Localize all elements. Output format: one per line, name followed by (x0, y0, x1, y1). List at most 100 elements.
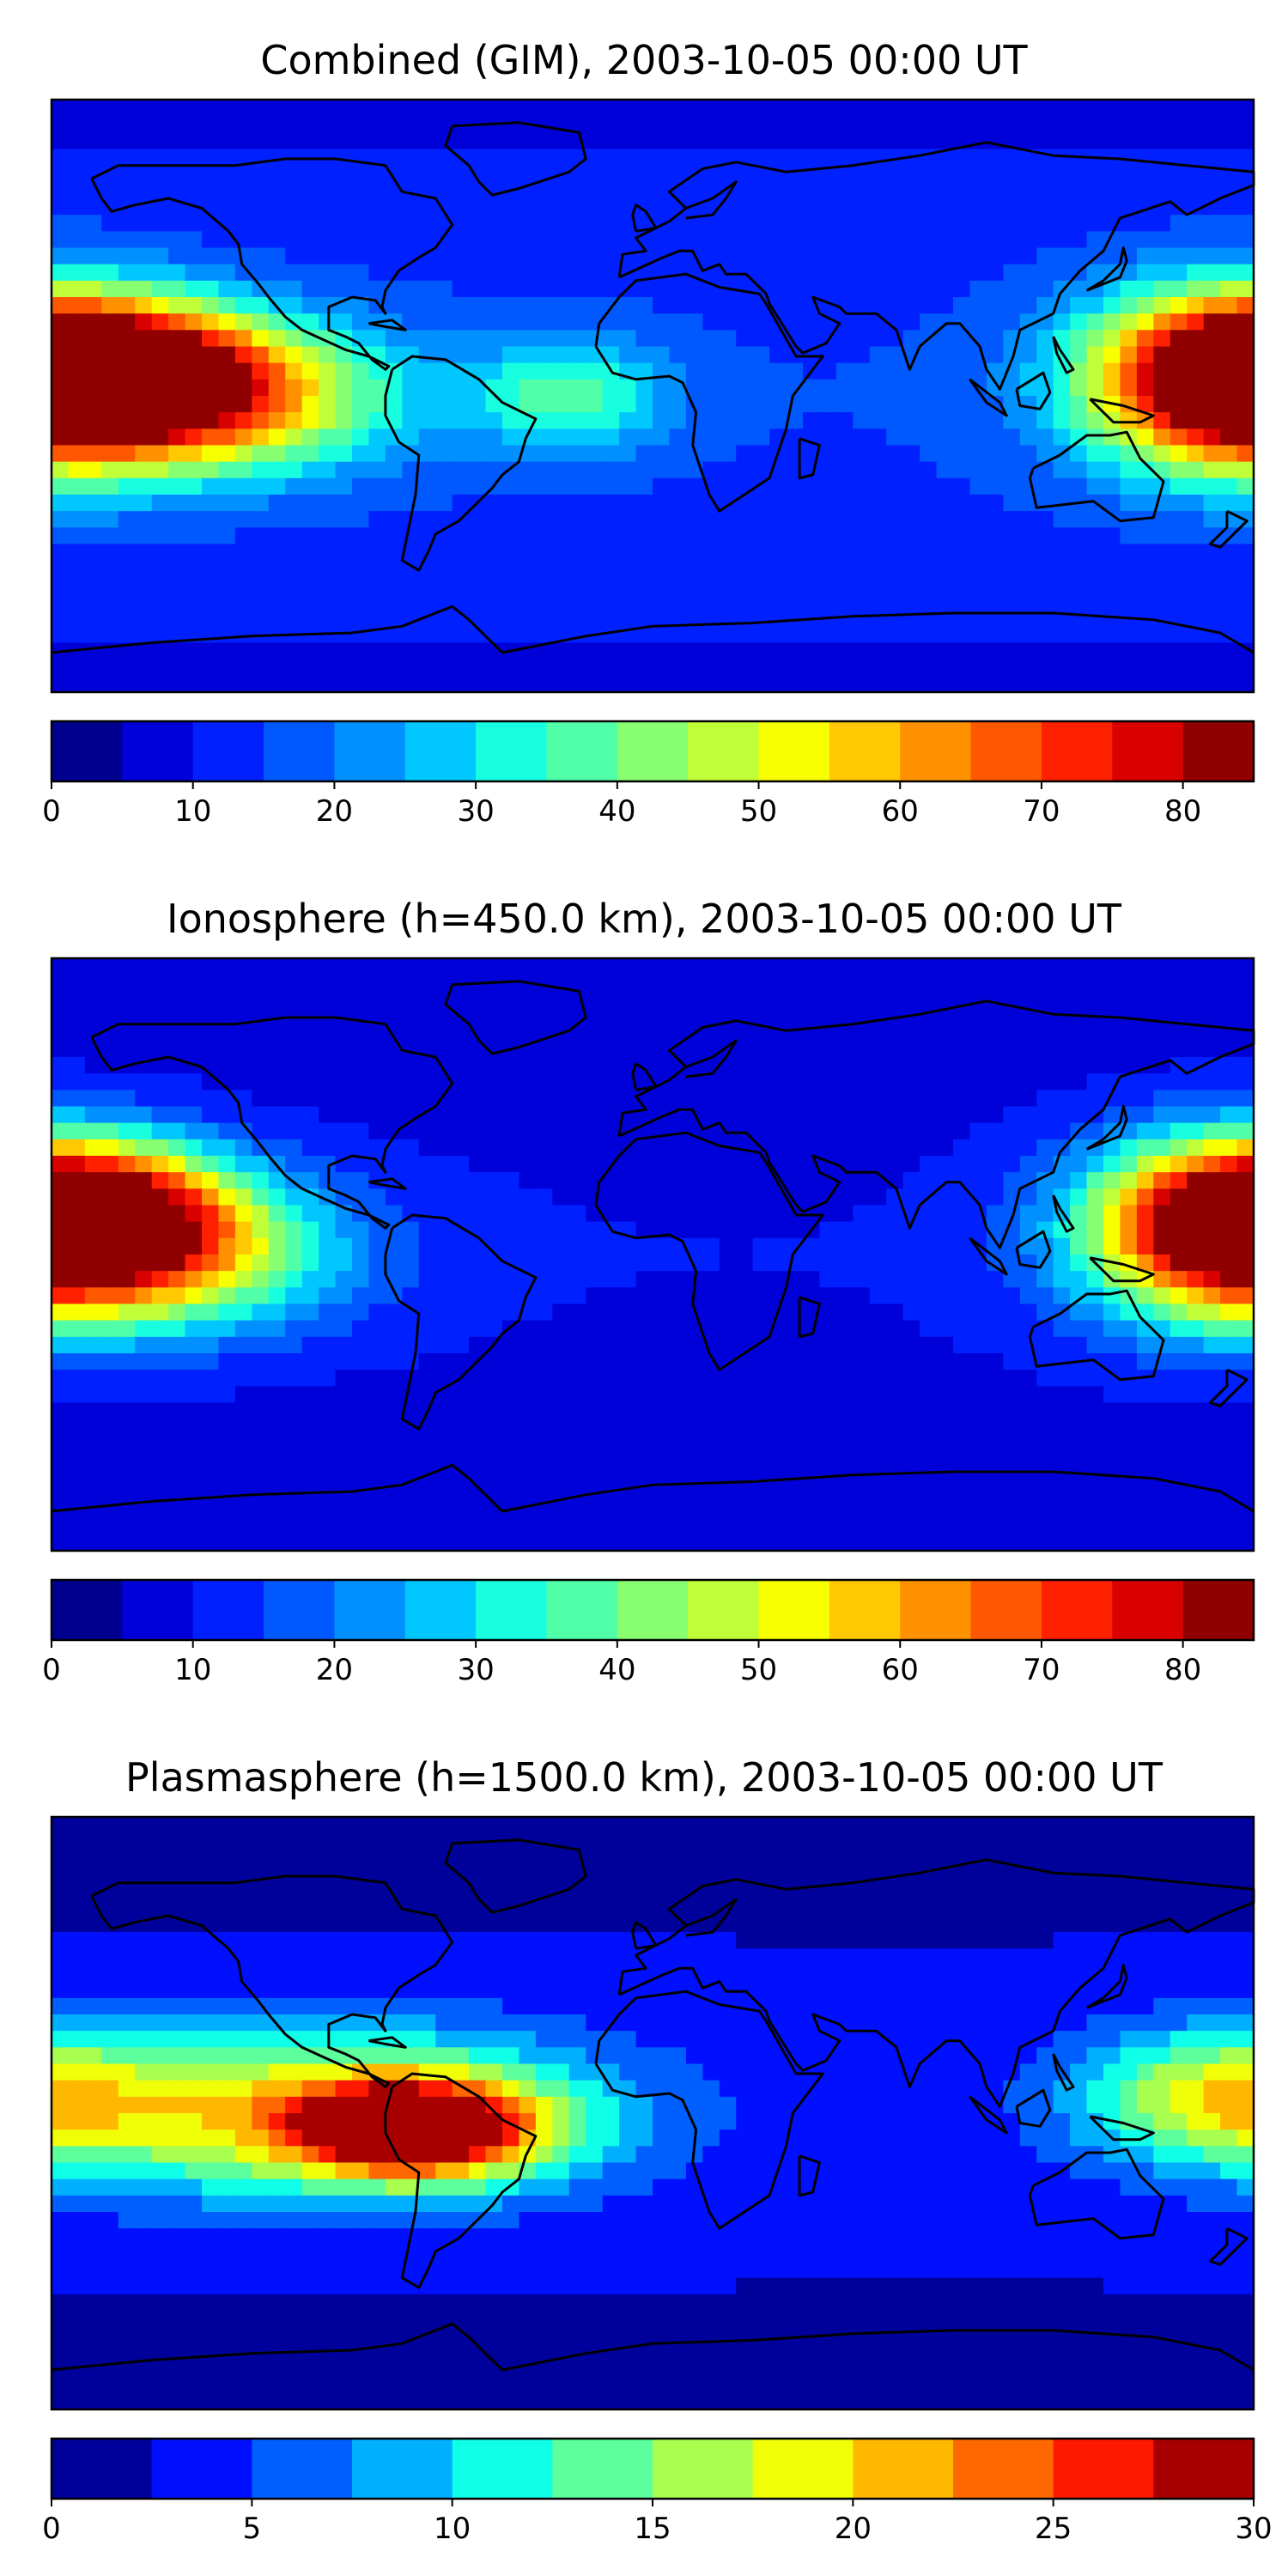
field-cell (68, 1106, 86, 1124)
field-cell (485, 626, 503, 644)
field-cell (1019, 626, 1037, 644)
field-cell (619, 1320, 637, 1338)
field-cell (669, 362, 687, 380)
field-cell (1003, 1090, 1021, 1108)
field-cell (1153, 1024, 1171, 1042)
field-cell (953, 659, 971, 677)
field-cell (368, 362, 386, 380)
field-cell (1136, 445, 1154, 463)
field-cell (502, 1370, 520, 1387)
field-cell (469, 1040, 487, 1058)
field-cell (202, 396, 220, 413)
field-cell (752, 1402, 770, 1420)
field-cell (552, 412, 570, 429)
field-cell (1086, 461, 1104, 479)
field-cell (819, 1271, 837, 1288)
field-cell (552, 1271, 570, 1288)
field-cell (151, 1353, 169, 1370)
field-cell (936, 1221, 954, 1239)
field-cell (1053, 527, 1071, 545)
field-cell (1120, 1353, 1138, 1370)
field-cell (84, 975, 102, 992)
field-cell (418, 991, 436, 1009)
field-cell (218, 1040, 236, 1058)
field-cell (986, 247, 1004, 265)
field-cell (819, 1452, 837, 1469)
field-cell (1236, 247, 1255, 265)
field-cell (68, 975, 86, 992)
field-cell (68, 100, 86, 117)
field-cell (853, 1156, 871, 1173)
field-cell (653, 642, 671, 660)
field-cell (485, 149, 503, 167)
field-cell (1086, 511, 1104, 528)
field-cell (719, 477, 737, 495)
field-cell (519, 1139, 537, 1157)
field-cell (101, 1402, 119, 1420)
field-cell (803, 1172, 821, 1189)
field-cell (669, 461, 687, 479)
field-cell (319, 231, 337, 249)
field-cell (202, 991, 220, 1009)
field-cell (1036, 1106, 1054, 1124)
field-cell (535, 1040, 553, 1058)
field-cell (586, 132, 604, 150)
field-cell (268, 100, 286, 117)
field-cell (752, 428, 770, 447)
field-cell (619, 527, 637, 545)
field-cell (653, 1255, 671, 1272)
field-cell (352, 495, 370, 512)
field-cell (402, 593, 420, 611)
field-cell (986, 626, 1004, 644)
field-cell (1103, 1402, 1121, 1420)
colorbar-swatch (122, 721, 194, 781)
field-cell (1003, 396, 1021, 413)
field-cell (202, 659, 220, 677)
field-cell (1187, 1320, 1205, 1338)
field-cell (402, 362, 420, 380)
field-cell (1220, 313, 1238, 331)
field-cell (986, 1336, 1004, 1354)
field-cell (52, 659, 70, 677)
field-cell (1187, 1452, 1205, 1469)
field-cell (902, 445, 920, 463)
field-cell (986, 396, 1004, 413)
field-cell (168, 1386, 186, 1404)
field-cell (719, 1221, 737, 1239)
field-cell (519, 379, 537, 397)
field-cell (1236, 1122, 1255, 1140)
field-cell (1120, 1139, 1138, 1157)
field-cell (151, 330, 169, 348)
field-cell (1220, 445, 1238, 463)
field-cell (719, 1452, 737, 1469)
field-cell (853, 1435, 871, 1453)
field-cell (1070, 1386, 1088, 1404)
field-cell (185, 297, 203, 314)
field-cell (1019, 1139, 1037, 1157)
field-cell (52, 1452, 70, 1469)
field-cell (385, 264, 403, 282)
field-cell (135, 181, 153, 199)
field-cell (1103, 297, 1121, 314)
field-cell (402, 100, 420, 117)
field-cell (819, 975, 837, 992)
field-cell (485, 495, 503, 512)
field-cell (368, 330, 386, 348)
field-cell (702, 396, 720, 413)
field-cell (1036, 181, 1054, 199)
field-cell (301, 461, 319, 479)
field-cell (619, 1090, 637, 1108)
field-cell (1036, 1073, 1054, 1091)
field-cell (352, 477, 370, 495)
field-cell (835, 659, 854, 677)
field-cell (769, 181, 787, 199)
field-cell (234, 346, 252, 364)
field-cell (252, 1205, 270, 1223)
field-cell (635, 1040, 653, 1058)
field-cell (68, 330, 86, 348)
field-cell (268, 1205, 286, 1223)
field-cell (352, 362, 370, 380)
field-cell (535, 379, 553, 397)
field-cell (202, 477, 220, 495)
field-cell (319, 1090, 337, 1108)
